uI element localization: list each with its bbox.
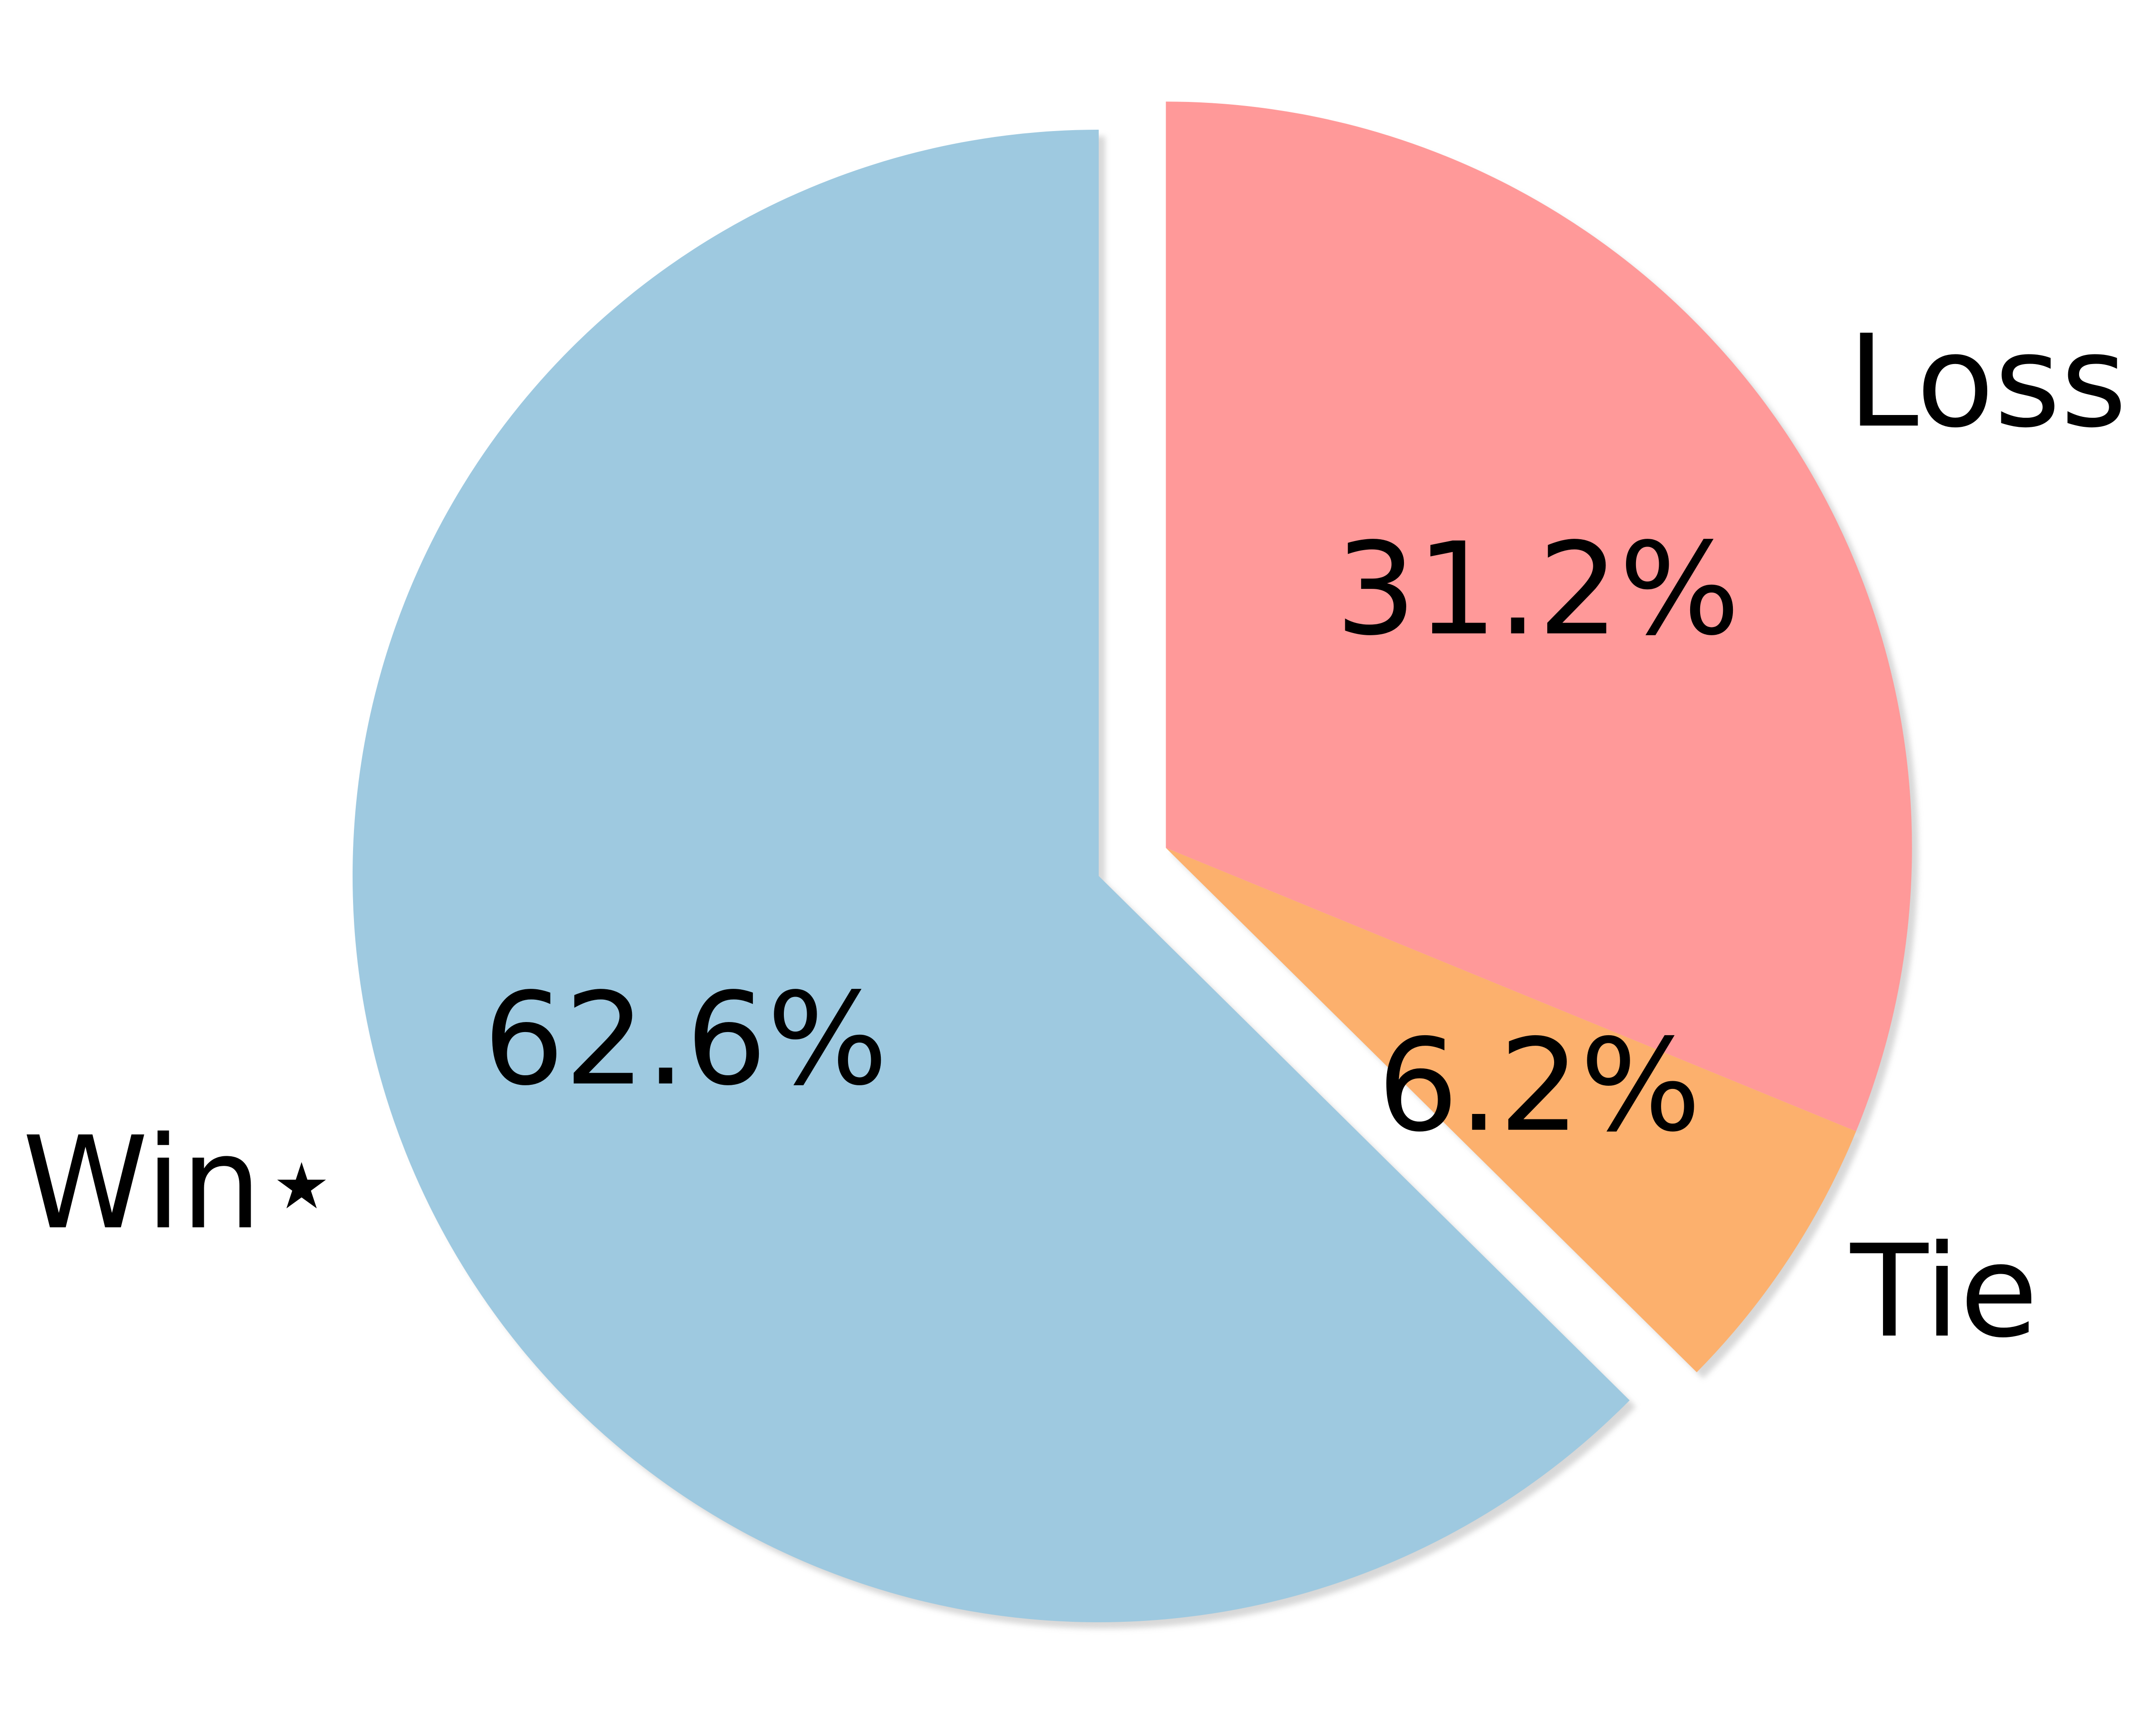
- slice-label-tie: Tie: [1848, 1218, 2038, 1366]
- labels: Win⋆ Loss Tie 62.6% 31.2% 6.2%: [22, 308, 2127, 1366]
- slice-tie: [1166, 848, 1856, 1372]
- slice-label-win: Win⋆: [22, 1109, 341, 1258]
- percent-label-win: 62.6%: [483, 966, 888, 1114]
- slice-label-loss: Loss: [1848, 308, 2127, 456]
- slice-win: [353, 130, 1630, 1622]
- slice-loss: [1166, 101, 1912, 1132]
- percent-label-tie: 6.2%: [1378, 1012, 1701, 1160]
- slices: [353, 101, 1912, 1622]
- percent-label-loss: 31.2%: [1335, 516, 1740, 664]
